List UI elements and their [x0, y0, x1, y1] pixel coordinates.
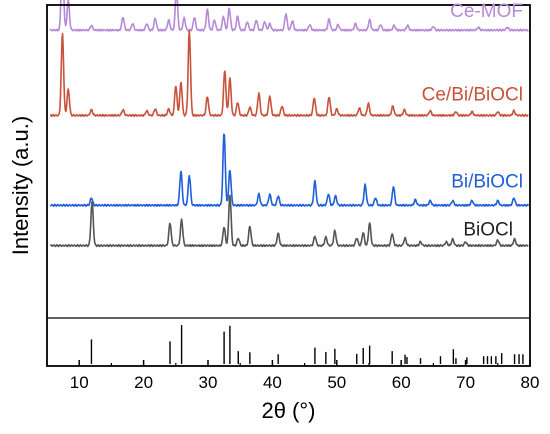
x-tick-label: 20: [134, 373, 153, 392]
series-label-ce-bi-biocl: Ce/Bi/BiOCl: [422, 84, 523, 105]
x-tick-label: 60: [392, 373, 411, 392]
series-line-ce-bi-biocl: [49, 29, 529, 118]
series-labels: Ce-MOF Ce/Bi/BiOCl Bi/BiOCl BiOCl: [422, 1, 523, 240]
series-layer: [49, 0, 530, 248]
y-axis-title: Intensity (a.u.): [8, 116, 33, 255]
x-tick-label: 50: [327, 373, 346, 392]
x-tick-label: 70: [456, 373, 475, 392]
series-line-bi-biocl: [49, 133, 530, 207]
x-tick-label: 30: [199, 373, 218, 392]
series-label-ce-mof: Ce-MOF: [450, 1, 523, 22]
series-label-biocl: BiOCl: [463, 220, 513, 241]
reference-pattern: [90, 325, 524, 364]
x-tick-label: 80: [521, 373, 540, 392]
axes: 10 20 30 40 50 60 70 80 2θ (°) Intensity (a.u.): [8, 4, 540, 423]
series-label-bi-biocl: Bi/BiOCl: [451, 171, 523, 192]
series-line-biocl: [49, 194, 529, 248]
plot-frame: [46, 4, 531, 367]
x-tick-label: 10: [70, 373, 89, 392]
x-axis-title: 2θ (°): [261, 398, 315, 423]
series-line-ce-mof: [49, 0, 529, 32]
x-tick-label: 40: [263, 373, 282, 392]
